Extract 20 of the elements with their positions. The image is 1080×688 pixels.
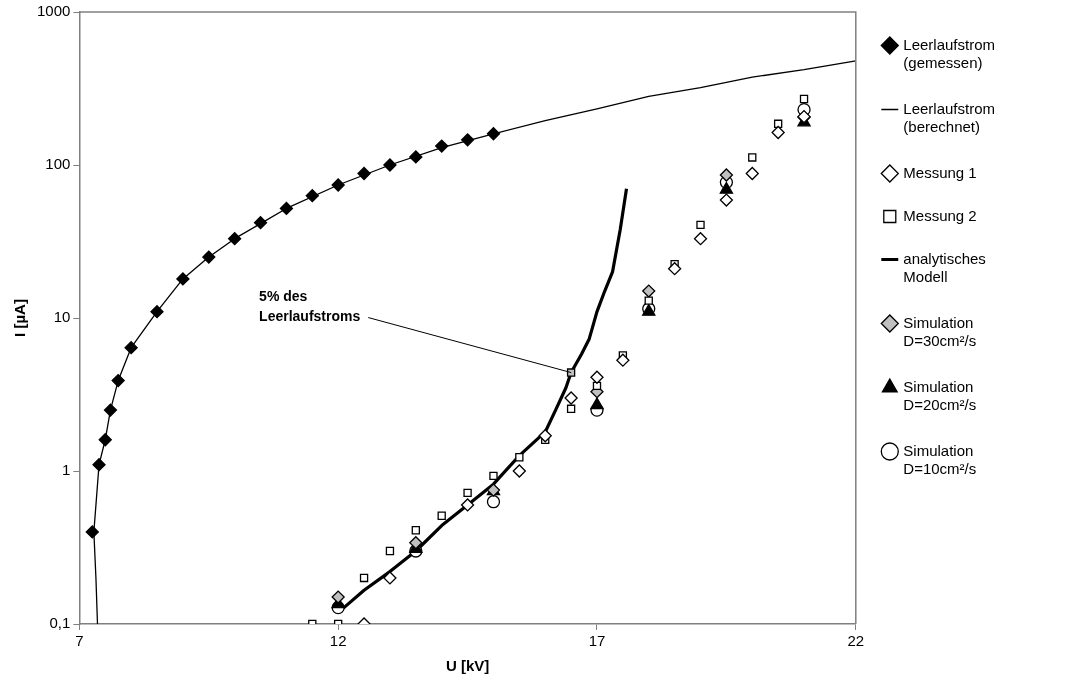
legend-label: Simulation D=10cm²/s — [903, 441, 977, 477]
legend-label: analytisches Modell — [903, 249, 986, 285]
y-tick-label: 10 — [53, 308, 71, 326]
y-axis-title: I [µA] — [11, 299, 29, 337]
x-tick-label: 17 — [588, 632, 606, 650]
annotation: 5% des Leerlaufstroms — [259, 288, 361, 325]
y-tick-label: 0,1 — [49, 614, 71, 632]
y-tick-label: 1000 — [36, 2, 71, 20]
x-tick-label: 22 — [847, 632, 865, 650]
y-tick-label: 1 — [62, 461, 71, 479]
legend-label: Messung 2 — [903, 206, 977, 224]
y-tick-label: 100 — [45, 155, 71, 173]
x-axis-title: U [kV] — [445, 657, 490, 675]
x-tick-label: 7 — [75, 632, 84, 650]
x-tick-label: 12 — [329, 632, 347, 650]
legend-label: Leerlaufstrom (gemessen) — [903, 35, 996, 71]
legend-label: Leerlaufstrom (berechnet) — [903, 99, 996, 135]
legend-label: Messung 1 — [903, 163, 977, 181]
legend-label: Simulation D=30cm²/s — [903, 313, 977, 349]
legend-label: Simulation D=20cm²/s — [903, 377, 977, 413]
